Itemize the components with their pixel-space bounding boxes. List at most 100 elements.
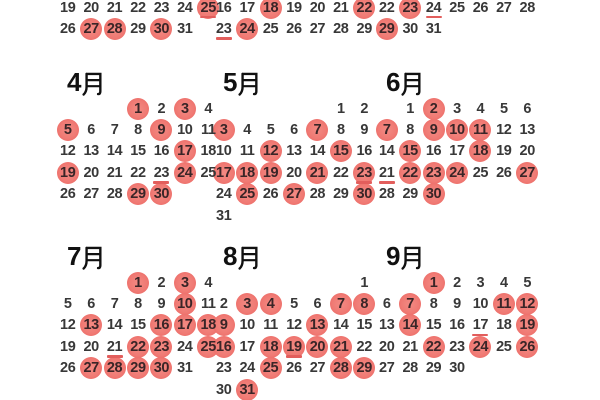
calendar-day: 12 xyxy=(516,293,539,316)
calendar-day: 7 xyxy=(398,293,422,316)
calendar-day: 28 xyxy=(306,184,329,205)
day-number: 15 xyxy=(333,143,349,160)
calendar-day: 2 xyxy=(445,272,468,293)
calendar-day: 2 xyxy=(150,272,173,293)
day-number: 4 xyxy=(243,122,251,139)
lucky-day-circle xyxy=(516,293,539,316)
calendar-day: 1 xyxy=(126,97,149,120)
lucky-day-circle xyxy=(236,18,259,41)
day-number: 13 xyxy=(309,317,326,334)
day-number: 31 xyxy=(239,381,255,398)
calendar-day: 2 xyxy=(150,98,173,119)
day-number: 9 xyxy=(429,122,438,139)
calendar-day: 6 xyxy=(516,98,539,119)
month-number: 8 xyxy=(223,240,238,271)
calendar-day: 4 xyxy=(469,98,492,119)
calendar-day: 17 xyxy=(445,141,468,162)
calendar-day: 20 xyxy=(306,335,329,358)
lucky-day-circle xyxy=(126,335,149,358)
lucky-day-circle xyxy=(80,314,103,337)
day-number: 1 xyxy=(406,100,414,117)
day-number: 28 xyxy=(519,0,536,16)
calendar-day: 12 xyxy=(282,315,305,336)
day-number: 19 xyxy=(519,317,536,334)
day-number: 9 xyxy=(157,296,166,313)
day-number: 13 xyxy=(286,143,302,160)
calendar-day: 26 xyxy=(56,358,79,379)
calendar-day: 13 xyxy=(306,314,329,337)
month-kanji-icon xyxy=(82,72,102,96)
calendar-day: 30 xyxy=(150,183,173,206)
lucky-day-circle xyxy=(353,0,376,19)
calendar-day: 21 xyxy=(329,0,352,18)
calendar-day: 9 xyxy=(353,119,376,140)
calendar-day: 24 xyxy=(469,335,492,358)
calendar-day: 24 xyxy=(235,18,259,41)
month-title: 9 xyxy=(375,240,541,272)
day-number: 29 xyxy=(356,21,373,38)
calendar-day: 8 xyxy=(353,293,376,316)
month-number: 5 xyxy=(223,66,238,97)
month-grid: 1 2 3 4 5 6 7 8 9 10 11 12 13 14 15 16 17 18 19 20 21 22 23 24 2… xyxy=(56,271,222,380)
day-number: 26 xyxy=(496,164,512,181)
day-number: 19 xyxy=(60,338,76,355)
calendar-day: 10 xyxy=(173,293,196,316)
lucky-day-circle xyxy=(329,140,352,163)
day-number: 16 xyxy=(216,0,232,16)
calendar-day: 28 xyxy=(398,358,421,379)
lucky-day-circle xyxy=(375,18,398,41)
lucky-day-circle xyxy=(259,335,282,358)
calendar-day: 17 xyxy=(469,315,492,337)
day-number: 20 xyxy=(379,338,395,355)
lucky-day-circle xyxy=(259,0,282,19)
calendar-day: 9 xyxy=(445,293,468,314)
calendar-day: 12 xyxy=(259,140,282,163)
day-number: 1 xyxy=(134,274,142,291)
month-grid: 16 17 18 19 20 21 22 23 24 25 26 27 28 29 xyxy=(212,0,378,41)
month-grid: 22 23 24 25 26 27 28 29 30 31 xyxy=(375,0,541,41)
lucky-day-circle xyxy=(306,119,329,142)
calendar-day: 26 xyxy=(259,184,282,205)
calendar-day: 6 xyxy=(375,293,398,314)
calendar-day: 17 xyxy=(173,140,196,163)
day-number: 9 xyxy=(157,122,166,139)
day-number: 26 xyxy=(286,21,302,38)
calendar-day: 7 xyxy=(375,119,398,142)
calendar-day: 20 xyxy=(79,0,102,18)
calendar-day: 27 xyxy=(79,18,103,41)
day-number: 3 xyxy=(476,274,485,291)
calendar-day: 6 xyxy=(306,293,329,314)
day-number: 16 xyxy=(449,317,465,334)
calendar-day: 7 xyxy=(103,119,126,140)
day-number: 4 xyxy=(204,274,213,291)
calendar-day: 1 xyxy=(422,271,445,294)
calendar-day: 29 xyxy=(126,183,149,206)
month-grid: 1 2 3 4 5 6 7 8 9 10 11 12 13 14 15 16 17 18 19 20 21 22 23 24 2… xyxy=(375,97,541,206)
calendar-day: 15 xyxy=(398,140,422,163)
calendar-day: 11 xyxy=(492,293,515,316)
day-number: 25 xyxy=(472,164,489,181)
day-number: 27 xyxy=(519,164,536,181)
day-number: 24 xyxy=(216,186,232,203)
calendar-day: 5 xyxy=(56,119,79,142)
day-number: 7 xyxy=(336,296,345,313)
calendar-day: 10 xyxy=(235,315,258,336)
month-august: 8 1 2 3 4 5 6 7 8 9 10 11 12 13 14 15 16 17 18 19 20 21 22 23 24… xyxy=(212,240,378,400)
lucky-day-circle xyxy=(329,335,352,358)
lucky-day-circle xyxy=(422,271,445,294)
calendar-day: 18 xyxy=(197,314,220,337)
month-title: 8 xyxy=(212,240,378,272)
new-moon-underline xyxy=(215,37,232,40)
lucky-day-circle xyxy=(445,161,468,184)
day-number: 19 xyxy=(60,164,76,181)
lucky-day-circle xyxy=(399,140,422,163)
lucky-day-circle xyxy=(329,357,352,380)
calendar-day: 14 xyxy=(375,141,398,162)
day-number: 30 xyxy=(356,186,373,203)
month-june: 6 1 2 3 4 5 6 7 8 9 10 11 12 13 14 15 16 17 18 19 20 21 22 23 24… xyxy=(375,66,541,206)
day-number: 22 xyxy=(425,338,442,355)
calendar-day: 20 xyxy=(282,162,305,183)
day-number: 21 xyxy=(106,164,123,181)
lucky-day-circle xyxy=(80,18,103,41)
lucky-day-circle xyxy=(516,335,539,358)
